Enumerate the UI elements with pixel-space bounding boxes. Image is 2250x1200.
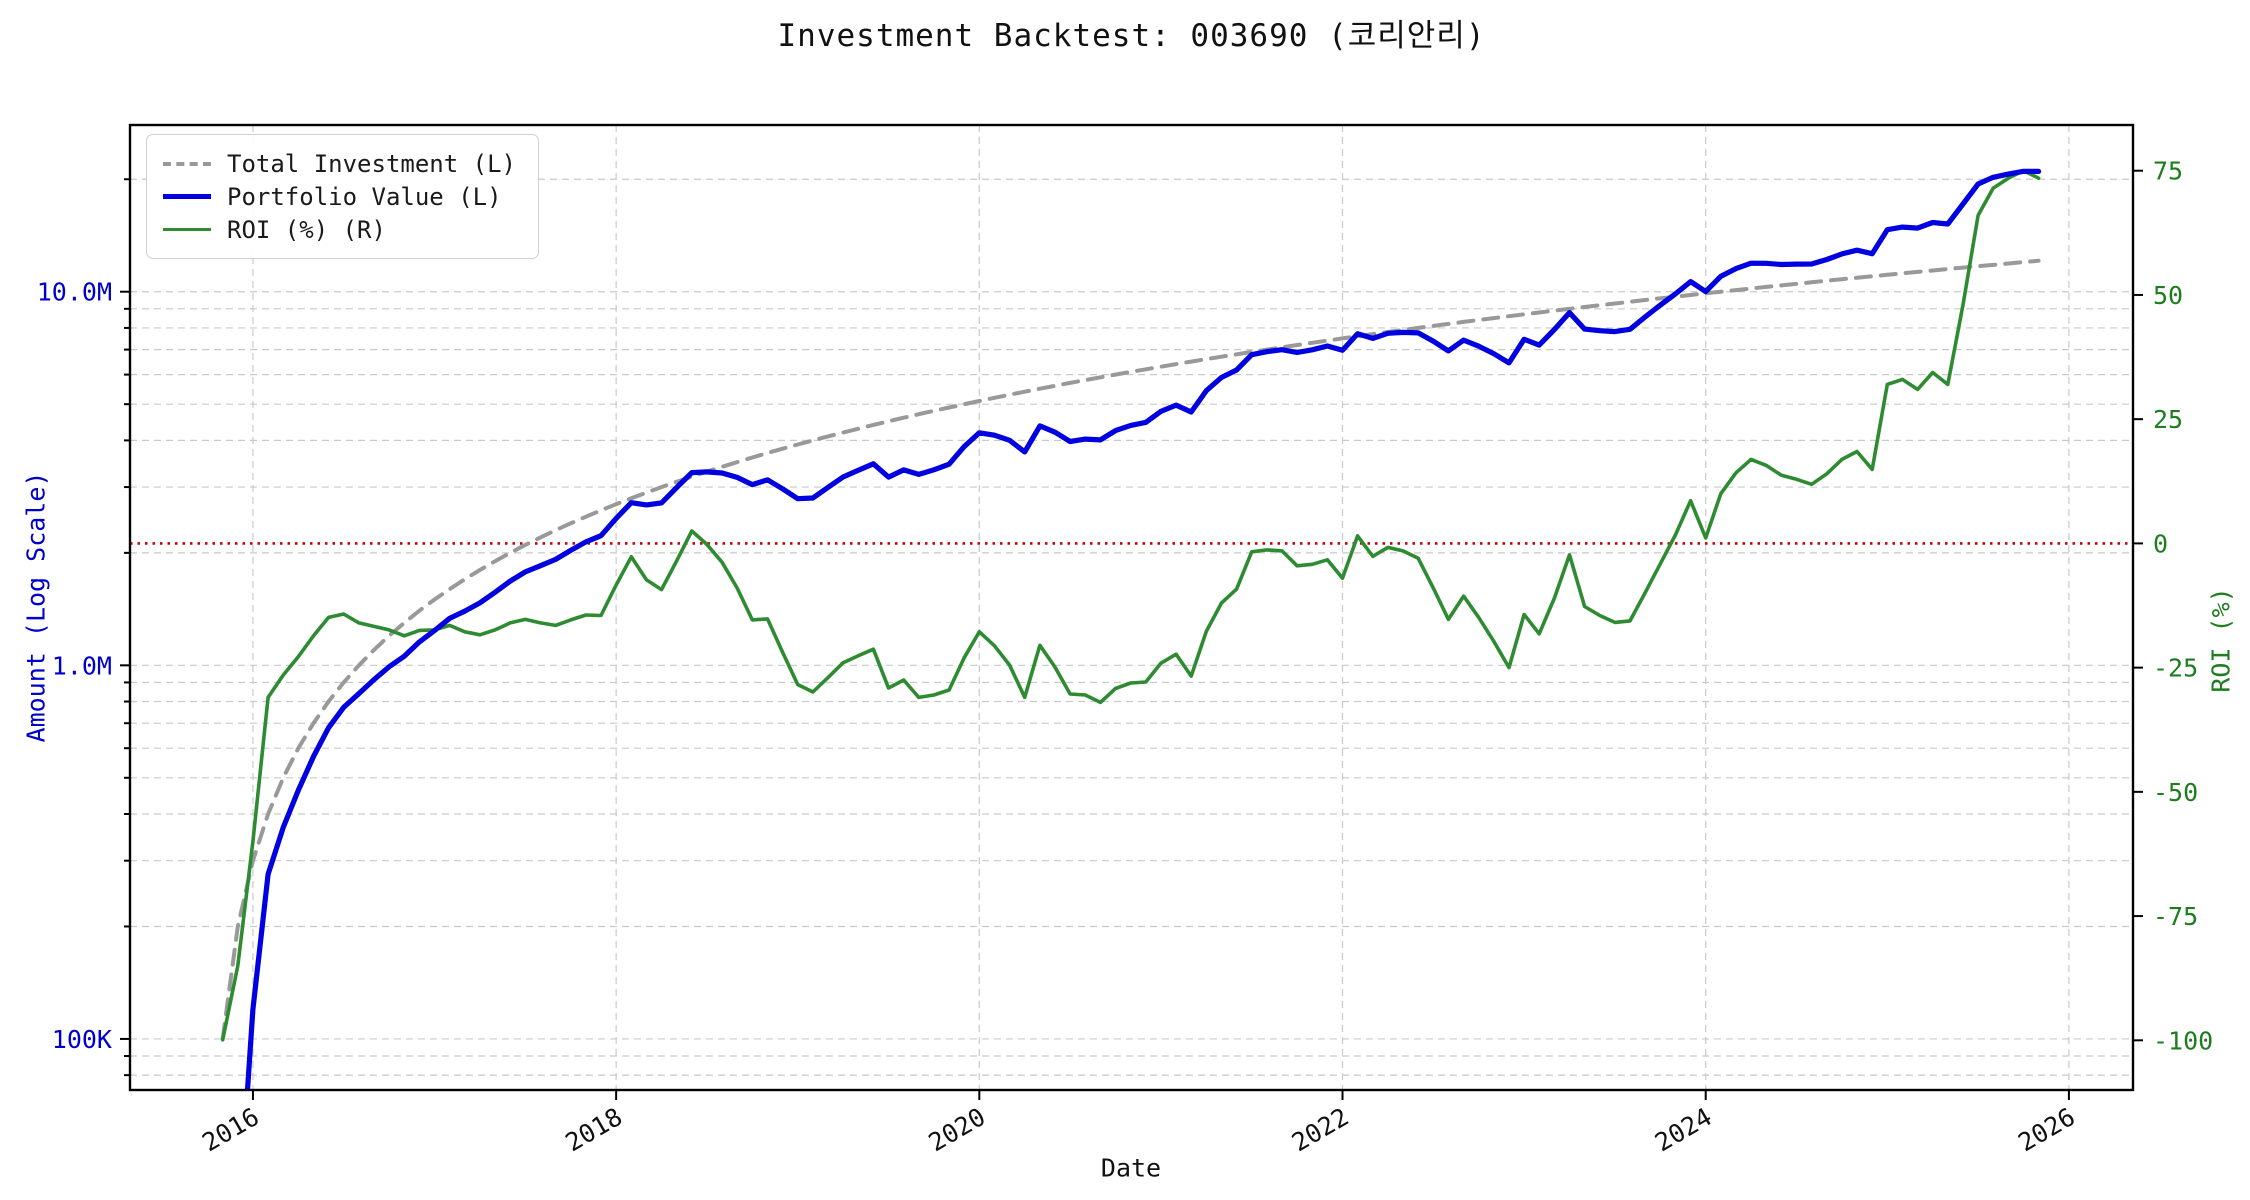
legend-label: Portfolio Value (L) [227, 182, 502, 211]
plot-border [128, 123, 2135, 1092]
svg-text:2020: 2020 [924, 1102, 991, 1157]
svg-text:2018: 2018 [560, 1102, 627, 1157]
svg-text:0: 0 [2153, 529, 2168, 558]
legend-label: ROI (%) (R) [227, 215, 386, 244]
legend-item-roi: ROI (%) (R) [163, 213, 516, 246]
legend: Total Investment (L) Portfolio Value (L)… [146, 134, 539, 259]
legend-item-portfolio-value: Portfolio Value (L) [163, 180, 516, 213]
total-investment-line [220, 258, 2041, 1041]
svg-text:1.0M: 1.0M [52, 651, 112, 680]
svg-text:25: 25 [2153, 405, 2183, 434]
legend-label: Total Investment (L) [227, 149, 516, 178]
svg-text:-75: -75 [2153, 902, 2198, 931]
svg-text:-25: -25 [2153, 654, 2198, 683]
svg-text:2016: 2016 [197, 1102, 264, 1157]
roi-line [220, 168, 2041, 1042]
grid-lines [130, 125, 2133, 1090]
svg-text:-50: -50 [2153, 778, 2198, 807]
svg-text:75: 75 [2153, 157, 2183, 186]
svg-text:2022: 2022 [1287, 1102, 1354, 1157]
dashed-line-swatch-icon [163, 161, 211, 166]
axis-ticks [120, 169, 2143, 1100]
svg-text:2026: 2026 [2013, 1102, 2080, 1157]
svg-text:-100: -100 [2153, 1026, 2213, 1055]
svg-text:10.0M: 10.0M [37, 278, 112, 307]
chart-title: Investment Backtest: 003690 (코리안리) [777, 18, 1486, 54]
portfolio-value-line [244, 168, 2042, 1090]
svg-text:2024: 2024 [1650, 1102, 1717, 1157]
solid-line-swatch-icon [163, 194, 211, 199]
svg-text:100K: 100K [52, 1025, 112, 1054]
svg-text:50: 50 [2153, 281, 2183, 310]
axis-tick-labels: 10.0M 1.0M 100K 75 50 25 0 -25 -50 -75 -100 2016 201… [37, 157, 2213, 1158]
legend-item-total-investment: Total Investment (L) [163, 147, 516, 180]
x-axis-label: Date [1100, 1153, 1162, 1183]
solid-line-swatch-icon [163, 227, 211, 232]
